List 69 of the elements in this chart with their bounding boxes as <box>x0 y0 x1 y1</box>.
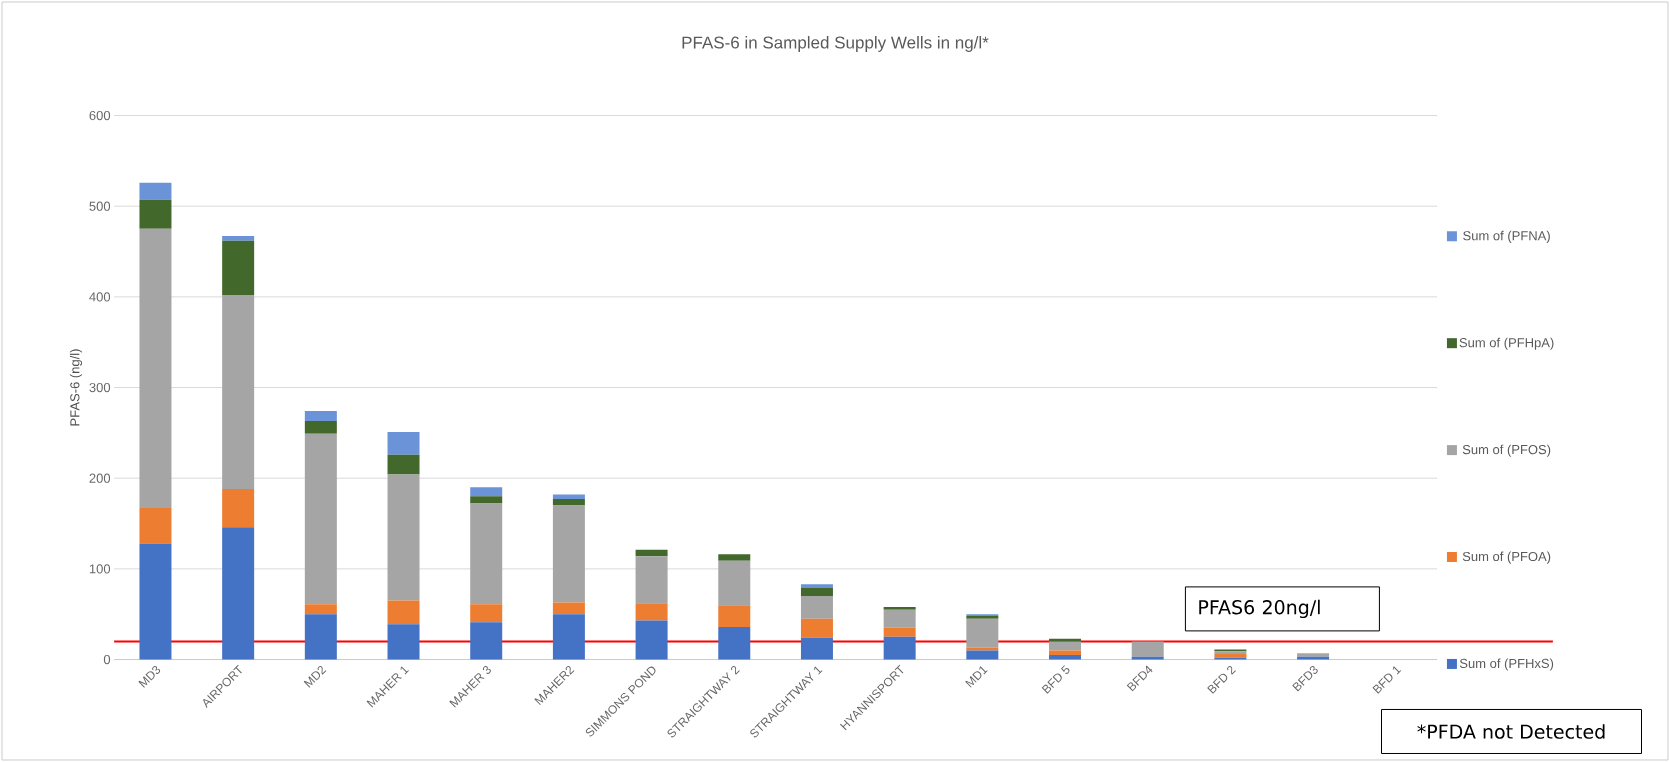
y-tick-label: 400 <box>89 292 111 302</box>
bar <box>387 431 420 455</box>
bar <box>139 228 172 509</box>
bar <box>139 543 172 660</box>
bar <box>304 604 337 615</box>
legend-label: Sum of (PFOS) <box>1462 444 1551 457</box>
bar <box>222 489 255 528</box>
bar <box>387 624 420 660</box>
chart-title: PFAS-6 in Sampled Supply Wells in ng/l* <box>682 36 989 52</box>
bar <box>470 503 503 605</box>
bar <box>304 411 337 422</box>
bar <box>470 487 503 497</box>
bar <box>718 605 751 627</box>
y-tick-label: 300 <box>89 382 111 393</box>
bar <box>470 604 503 623</box>
legend-label: Sum of (PFHxS) <box>1459 658 1554 671</box>
bar <box>552 499 585 506</box>
bar <box>387 454 420 475</box>
bar <box>139 182 172 200</box>
bar <box>635 603 668 621</box>
bar <box>718 554 751 561</box>
bar <box>718 560 751 606</box>
bar <box>552 505 585 603</box>
bar <box>387 600 420 625</box>
bar <box>387 474 420 601</box>
bar <box>1049 641 1082 651</box>
bar <box>1131 641 1164 657</box>
bar <box>635 549 668 557</box>
bar <box>800 596 833 619</box>
bar <box>883 627 916 637</box>
bar <box>222 240 255 296</box>
bar <box>800 587 833 597</box>
bar <box>966 618 999 648</box>
y-axis-title: PFAS-6 (ng/l) <box>69 349 83 426</box>
y-tick-label: 200 <box>89 473 111 483</box>
bar <box>718 626 751 660</box>
text: *PFDA not Detected <box>1417 724 1605 739</box>
bar <box>883 609 916 628</box>
bar <box>304 614 337 660</box>
legend-label: Sum of (PFNA) <box>1463 230 1550 243</box>
bar <box>883 636 916 660</box>
bar <box>222 527 255 660</box>
ref-line-label: PFAS6 20ng/l <box>1199 599 1320 619</box>
bar <box>470 496 503 504</box>
bar <box>635 556 668 604</box>
bar <box>222 236 255 241</box>
bar <box>139 508 172 544</box>
y-tick-label: 600 <box>89 110 111 121</box>
bar <box>304 433 337 605</box>
bar <box>139 199 172 229</box>
bar <box>635 620 668 660</box>
bar <box>304 421 337 434</box>
bar <box>1049 650 1082 655</box>
bar <box>222 295 255 490</box>
y-tick-label: 100 <box>89 564 111 574</box>
bar <box>552 614 585 660</box>
bar <box>966 650 999 660</box>
legend-label: Sum of (PFOA) <box>1462 551 1551 564</box>
bar <box>800 618 833 638</box>
bar <box>1131 656 1164 660</box>
bar <box>800 637 833 660</box>
bar <box>470 622 503 660</box>
bar <box>800 584 833 588</box>
y-tick-label: 0 <box>103 654 111 665</box>
bar <box>1049 655 1082 660</box>
y-tick-label: 500 <box>89 201 111 211</box>
legend-label: Sum of (PFHpA) <box>1459 337 1554 350</box>
bar <box>883 606 916 610</box>
bar <box>552 602 585 615</box>
